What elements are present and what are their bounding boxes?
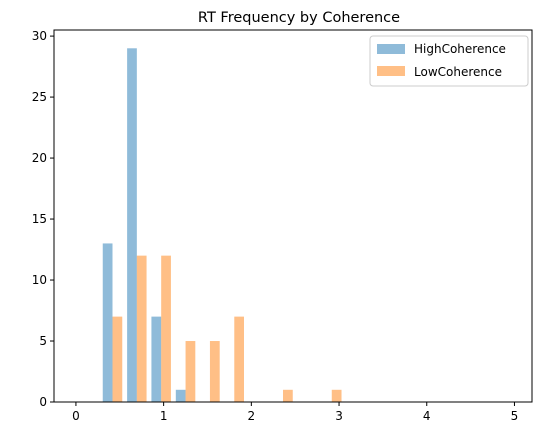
legend: HighCoherence LowCoherence	[369, 35, 529, 87]
legend-swatch-high-coherence	[377, 44, 405, 54]
y-tick-label: 15	[32, 212, 47, 226]
y-tick-label: 20	[32, 151, 47, 165]
y-tick-label: 25	[32, 90, 47, 104]
axes-layer: 0 1 2 3 4 5 0 5 10 15 20 25 30	[32, 29, 533, 423]
x-tick-label: 2	[248, 409, 256, 423]
legend-frame	[369, 35, 529, 87]
x-tick-label: 1	[160, 409, 168, 423]
bar-lowcoherence-2	[136, 255, 147, 402]
bar-highcoherence-1	[102, 243, 113, 402]
bar-lowcoherence-1	[112, 316, 123, 402]
bar-lowcoherence-3	[161, 255, 171, 402]
bar-highcoherence-3	[151, 316, 162, 402]
legend-swatch-low-coherence	[377, 66, 405, 76]
x-tick-label: 5	[511, 409, 519, 423]
y-tick-label: 0	[39, 395, 47, 409]
x-tick-label: 4	[423, 409, 431, 423]
bars-layer	[102, 48, 342, 403]
y-tick-label: 10	[32, 273, 47, 287]
legend-label-high-coherence: HighCoherence	[414, 42, 506, 56]
bar-highcoherence-4	[175, 389, 186, 402]
bar-lowcoherence-6	[234, 316, 244, 402]
bar-lowcoherence-8	[283, 389, 293, 402]
y-tick-label: 30	[32, 29, 47, 43]
bar-lowcoherence-4	[185, 341, 196, 402]
x-tick-label: 0	[72, 409, 80, 423]
plot-frame	[53, 29, 533, 403]
legend-label-low-coherence: LowCoherence	[414, 65, 502, 79]
chart-title: RT Frequency by Coherence	[198, 10, 400, 26]
x-tick-label: 3	[335, 409, 343, 423]
bar-highcoherence-2	[127, 48, 137, 403]
bar-lowcoherence-10	[331, 389, 342, 402]
bar-lowcoherence-5	[209, 341, 220, 402]
y-tick-label: 5	[39, 334, 47, 348]
